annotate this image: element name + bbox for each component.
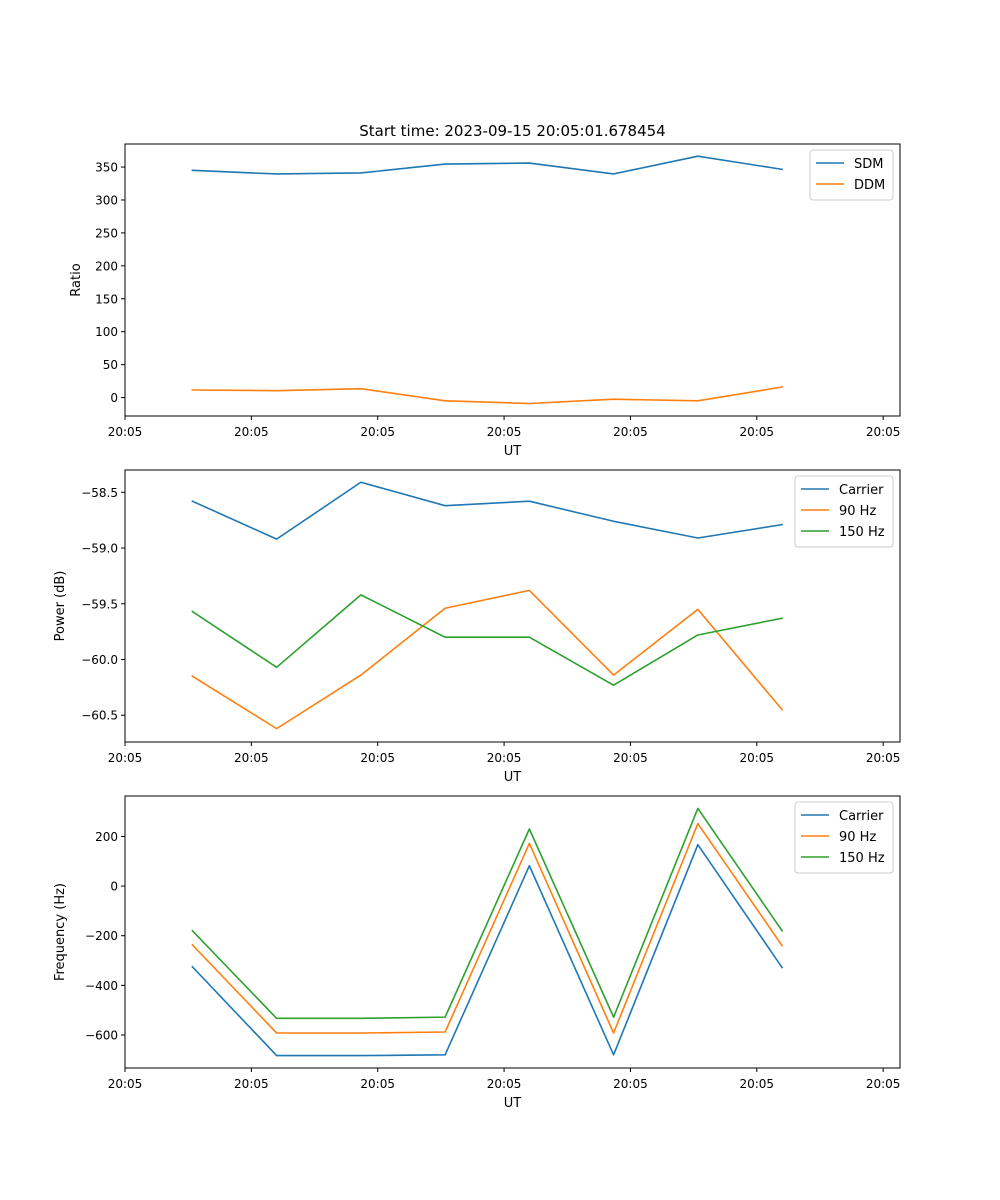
x-tick-label: 20:05 [866,1077,901,1091]
x-tick-label: 20:05 [360,751,395,765]
x-tick-label: 20:05 [487,751,522,765]
plot-area-frame [124,143,901,417]
x-tick-label: 20:05 [613,751,648,765]
x-tick-label: 20:05 [739,425,774,439]
series-line-90-hz [191,822,784,1034]
x-tick-label: 20:05 [866,425,901,439]
x-tick-label: 20:05 [613,1077,648,1091]
y-tick-label: 50 [103,358,118,372]
x-axis-label: UT [504,1096,522,1111]
y-axis-label: Power (dB) [53,571,68,642]
panels: 20:05 20:05 20:05 20:05 20:05 20:05 20:05 0 50 10… [53,143,901,1111]
legend-label: 150 Hz [839,525,885,540]
y-tick-label: −200 [85,929,118,943]
series-line-150-hz [191,807,784,1020]
x-tick-label: 20:05 [108,425,143,439]
legend-label: Carrier [839,809,884,824]
series-line-carrier [191,481,783,540]
x-tick-label: 20:05 [613,425,648,439]
legend: SDM DDM [809,149,894,201]
y-tick-label: −600 [85,1028,118,1042]
x-tick-label: 20:05 [487,1077,522,1091]
y-tick-label: −59.5 [81,597,118,611]
x-axis-label: UT [504,770,522,785]
legend-label: SDM [854,157,883,172]
x-tick-label: 20:05 [487,425,522,439]
y-tick-label: −59.0 [81,542,118,556]
chart-panel-2: 20:05 20:05 20:05 20:05 20:05 20:05 20:05 −58.5… [53,469,901,785]
chart-panel-1: 20:05 20:05 20:05 20:05 20:05 20:05 20:05 0 50 10… [69,143,901,459]
legend: Carrier 90 Hz 150 Hz [794,475,894,548]
legend-box [794,801,894,874]
plot-area-frame [124,795,901,1069]
chart-panel-3: 20:05 20:05 20:05 20:05 20:05 20:05 20:05 200 0 −… [53,795,901,1111]
x-tick-label: 20:05 [866,751,901,765]
legend-label: 150 Hz [839,851,885,866]
y-tick-label: 300 [95,193,118,207]
x-tick-label: 20:05 [739,1077,774,1091]
x-tick-label: 20:05 [234,751,269,765]
y-tick-label: 150 [95,292,118,306]
y-tick-label: −400 [85,979,118,993]
y-tick-label: 100 [95,325,118,339]
y-tick-label: 0 [110,880,118,894]
x-axis-label: UT [504,444,522,459]
series-line-ddm [191,386,783,405]
legend-label: DDM [854,178,885,193]
y-tick-label: 350 [95,161,118,175]
y-tick-label: −60.5 [81,709,118,723]
figure-title: Start time: 2023-09-15 20:05:01.678454 [359,122,665,140]
legend-box [794,475,894,548]
y-tick-label: 0 [110,391,118,405]
legend-label: Carrier [839,483,884,498]
series-line-90-hz [191,589,784,730]
series-line-sdm [191,155,783,175]
y-axis-label: Frequency (Hz) [53,883,68,981]
x-tick-label: 20:05 [108,1077,143,1091]
y-tick-label: −60.0 [81,653,118,667]
y-tick-label: 200 [95,259,118,273]
legend: Carrier 90 Hz 150 Hz [794,801,894,874]
plot-area-frame [124,469,901,743]
x-tick-label: 20:05 [360,1077,395,1091]
y-tick-label: 200 [95,830,118,844]
y-tick-label: 250 [95,226,118,240]
legend-label: 90 Hz [839,504,876,519]
series-line-150-hz [191,594,784,686]
y-axis-label: Ratio [69,263,84,296]
x-tick-label: 20:05 [360,425,395,439]
y-tick-label: −58.5 [81,486,118,500]
x-tick-label: 20:05 [234,425,269,439]
x-tick-label: 20:05 [739,751,774,765]
legend-label: 90 Hz [839,830,876,845]
x-tick-label: 20:05 [108,751,143,765]
series-line-carrier [191,843,784,1057]
x-tick-label: 20:05 [234,1077,269,1091]
